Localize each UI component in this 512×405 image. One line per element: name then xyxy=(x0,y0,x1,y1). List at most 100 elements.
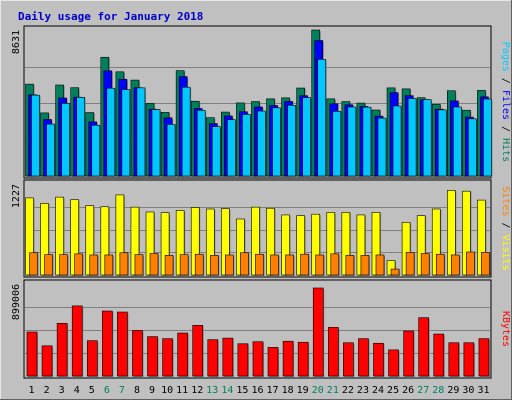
legend-entry: Hits xyxy=(500,138,511,162)
bar-pages-day-31 xyxy=(483,98,492,177)
bar-sites-day-21 xyxy=(330,253,340,276)
bar-pages-day-4 xyxy=(76,97,85,177)
bar-kbytes-day-14 xyxy=(222,337,234,377)
bar-kbytes-day-31 xyxy=(478,338,490,377)
bar-pages-day-3 xyxy=(61,103,70,177)
bar-pages-day-27 xyxy=(422,99,432,177)
bar-sites-day-18 xyxy=(285,254,294,276)
bar-kbytes-day-25 xyxy=(388,349,399,377)
bar-sites-day-27 xyxy=(420,253,430,276)
bar-sites-day-28 xyxy=(435,253,445,276)
bar-pages-day-10 xyxy=(166,124,176,177)
bar-sites-day-19 xyxy=(300,253,309,276)
x-tick-label-5: 5 xyxy=(89,385,95,396)
panel-hits_files_pages-max-label: 8631 xyxy=(11,30,22,54)
bar-kbytes-day-22 xyxy=(343,342,354,377)
bar-sites-day-2 xyxy=(44,254,53,276)
bar-kbytes-day-20 xyxy=(312,287,324,377)
x-tick-label-14: 14 xyxy=(221,385,233,396)
x-tick-label-19: 19 xyxy=(297,385,309,396)
panel-visits_sites-legend: Sites / Visits xyxy=(500,186,511,270)
bar-sites-day-20 xyxy=(315,254,325,276)
legend-entry: KBytes xyxy=(500,311,511,347)
bar-sites-day-30 xyxy=(466,251,475,276)
x-tick-label-2: 2 xyxy=(44,385,50,396)
x-tick-label-10: 10 xyxy=(161,385,173,396)
x-tick-label-21: 21 xyxy=(327,385,339,396)
panel-kbytes-max-label: 899006 xyxy=(11,284,22,320)
bar-sites-day-1 xyxy=(29,252,38,276)
bar-sites-day-31 xyxy=(481,252,490,276)
bar-kbytes-day-5 xyxy=(86,340,98,377)
panel-kbytes-legend: KBytes xyxy=(500,311,511,347)
bar-pages-day-25 xyxy=(392,105,402,177)
bar-pages-day-30 xyxy=(468,118,477,177)
x-tick-label-7: 7 xyxy=(119,385,125,396)
bar-sites-day-8 xyxy=(134,254,144,276)
x-tick-label-3: 3 xyxy=(59,385,65,396)
bar-pages-day-9 xyxy=(151,109,161,177)
bar-sites-day-11 xyxy=(179,254,189,276)
bar-kbytes-day-8 xyxy=(132,330,143,377)
legend-entry: Visits xyxy=(500,235,511,271)
bar-sites-day-22 xyxy=(345,255,355,276)
x-tick-label-22: 22 xyxy=(342,385,354,396)
bar-pages-day-19 xyxy=(302,97,311,177)
bar-sites-day-12 xyxy=(194,253,204,276)
x-tick-label-30: 30 xyxy=(462,385,474,396)
bar-sites-day-23 xyxy=(360,255,370,276)
x-tick-label-24: 24 xyxy=(372,385,384,396)
bar-pages-day-7 xyxy=(121,89,131,177)
bar-pages-day-12 xyxy=(196,110,206,177)
bar-sites-day-13 xyxy=(209,255,219,276)
bar-kbytes-day-19 xyxy=(297,341,309,377)
bar-pages-day-23 xyxy=(362,106,372,177)
bar-sites-day-16 xyxy=(255,253,264,276)
bar-kbytes-day-3 xyxy=(56,322,68,377)
bar-kbytes-day-10 xyxy=(162,338,173,377)
bar-pages-day-16 xyxy=(257,110,266,177)
bar-sites-day-17 xyxy=(270,254,279,276)
bar-sites-day-10 xyxy=(164,255,174,276)
bar-pages-day-22 xyxy=(347,106,357,177)
x-tick-label-16: 16 xyxy=(251,385,263,396)
bar-pages-day-13 xyxy=(211,126,221,177)
legend-entry: Pages xyxy=(500,42,511,72)
bar-sites-day-7 xyxy=(119,252,129,276)
panel-hits_files_pages-legend: Pages / Files / Hits xyxy=(500,42,511,162)
bar-kbytes-day-17 xyxy=(267,347,279,377)
x-tick-label-29: 29 xyxy=(447,385,459,396)
bar-kbytes-day-30 xyxy=(463,342,475,377)
x-tick-label-25: 25 xyxy=(387,385,399,396)
bar-kbytes-day-6 xyxy=(102,310,113,377)
x-tick-label-11: 11 xyxy=(176,385,188,396)
bar-sites-day-9 xyxy=(149,253,159,276)
bar-pages-day-29 xyxy=(453,106,462,177)
bar-pages-day-5 xyxy=(91,124,101,177)
bar-kbytes-day-11 xyxy=(177,332,188,377)
bar-kbytes-day-1 xyxy=(26,331,38,377)
x-tick-label-26: 26 xyxy=(402,385,414,396)
bar-kbytes-day-9 xyxy=(147,336,158,377)
bar-pages-day-18 xyxy=(287,104,296,177)
x-tick-label-6: 6 xyxy=(104,385,110,396)
bar-kbytes-day-15 xyxy=(237,343,249,377)
x-tick-label-17: 17 xyxy=(267,385,279,396)
bar-sites-day-25 xyxy=(390,268,400,276)
legend-entry: Sites xyxy=(500,186,511,216)
bar-pages-day-26 xyxy=(407,98,417,177)
bar-pages-day-17 xyxy=(272,107,281,177)
bar-sites-day-15 xyxy=(240,252,249,276)
bar-kbytes-day-18 xyxy=(282,340,294,377)
bar-kbytes-day-27 xyxy=(418,317,429,377)
bar-pages-day-8 xyxy=(136,87,146,177)
legend-entry: / xyxy=(500,120,511,138)
legend-entry: Files xyxy=(500,90,511,120)
x-tick-label-13: 13 xyxy=(206,385,218,396)
x-tick-label-9: 9 xyxy=(149,385,155,396)
bar-kbytes-day-16 xyxy=(252,341,264,377)
bar-kbytes-day-21 xyxy=(327,327,339,377)
bar-kbytes-day-23 xyxy=(358,338,369,377)
